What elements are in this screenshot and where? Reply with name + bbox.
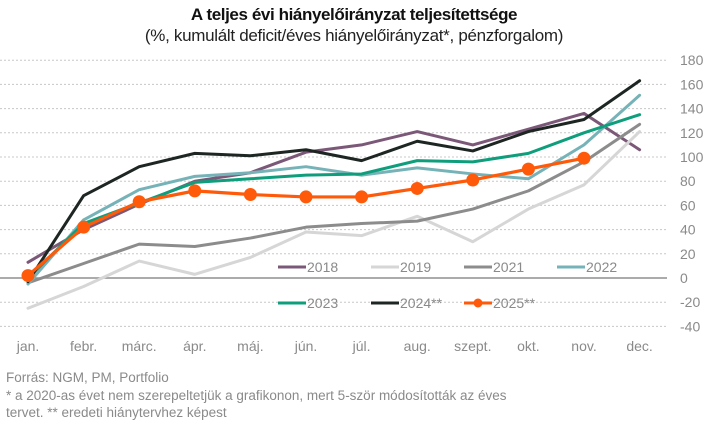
x-tick-label: febr.	[70, 338, 97, 354]
legend-label: 2021	[493, 259, 524, 275]
data-point-2025	[21, 269, 35, 283]
y-tick-label: 60	[680, 197, 696, 213]
x-tick-label: okt.	[517, 338, 540, 354]
chart-title: A teljes évi hiányelőirányzat teljesítet…	[190, 5, 518, 24]
series-line-2019	[26, 130, 642, 310]
data-point-2025	[299, 190, 313, 204]
footnote-line-1: * a 2020-as évet nem szerepeltetjük a gr…	[6, 387, 507, 403]
legend-label: 2019	[400, 259, 431, 275]
legend-label: 2025**	[493, 295, 536, 311]
y-tick-label: 0	[680, 270, 688, 286]
source-note: Forrás: NGM, PM, Portfolio	[6, 370, 169, 385]
series-line-2024	[26, 79, 642, 284]
y-tick-label: -20	[680, 294, 700, 310]
gridlines	[0, 59, 667, 327]
legend: 2018 2019 2021 2022 2023 2024** 2025**	[278, 259, 617, 311]
x-tick-label: dec.	[626, 338, 652, 354]
legend-label: 2018	[307, 259, 338, 275]
y-tick-label: 160	[680, 76, 704, 92]
data-point-2025	[466, 173, 480, 187]
x-tick-label: júl.	[352, 338, 371, 354]
x-tick-label: nov.	[571, 338, 596, 354]
y-axis-ticks: 180 160 140 120 100 80 60 40 20 0 -20 -40	[680, 52, 704, 334]
series-line-2021	[26, 122, 642, 285]
y-tick-label: 100	[680, 149, 704, 165]
y-tick-label: 80	[680, 173, 696, 189]
y-tick-label: 140	[680, 101, 704, 117]
x-tick-label: ápr.	[183, 338, 206, 354]
series-lines	[21, 79, 642, 310]
data-point-2025	[410, 181, 424, 195]
data-point-2025	[243, 188, 257, 202]
y-tick-label: 40	[680, 222, 696, 238]
legend-label: 2023	[307, 295, 338, 311]
y-tick-label: 120	[680, 125, 704, 141]
legend-marker	[473, 298, 483, 308]
data-point-2025	[577, 151, 591, 165]
x-tick-label: máj.	[237, 338, 263, 354]
data-point-2025	[355, 190, 369, 204]
y-tick-label: -40	[680, 318, 700, 334]
series-line-2022	[26, 93, 642, 286]
series-line-2018	[26, 111, 642, 264]
x-tick-label: jan.	[16, 338, 40, 354]
y-tick-label: 20	[680, 246, 696, 262]
data-point-2025	[132, 195, 146, 209]
chart-footer: Forrás: NGM, PM, Portfolio * a 2020-as é…	[6, 369, 507, 422]
x-tick-label: szept.	[454, 338, 491, 354]
legend-label: 2024**	[400, 295, 443, 311]
data-point-2025	[77, 220, 91, 234]
data-point-2025	[521, 162, 535, 176]
x-tick-label: márc.	[122, 338, 157, 354]
data-point-2025	[188, 184, 202, 198]
legend-label: 2022	[586, 259, 617, 275]
x-axis-ticks: jan. febr. márc. ápr. máj. jún. júl. aug. szept.…	[16, 338, 653, 354]
x-tick-label: aug.	[404, 338, 431, 354]
footnote-line-2: tervet. ** eredeti hiánytervhez képest	[6, 405, 227, 420]
x-tick-label: jún.	[294, 338, 318, 354]
chart-subtitle: (%, kumulált deficit/éves hiányelőirányz…	[144, 26, 564, 45]
y-tick-label: 180	[680, 52, 704, 68]
